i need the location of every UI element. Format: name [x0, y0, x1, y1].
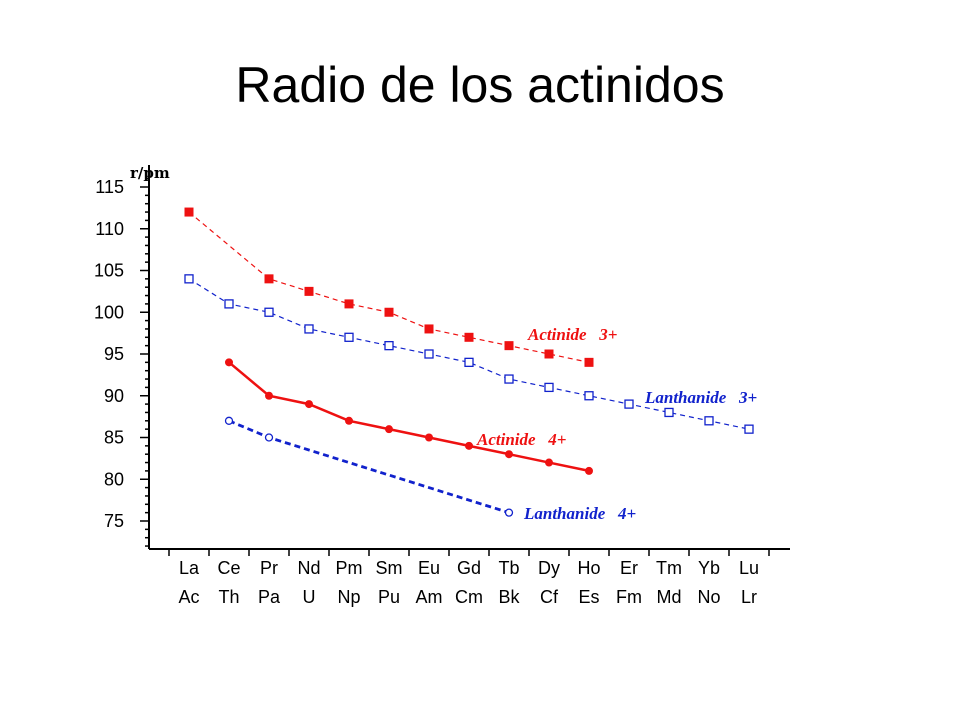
x-label-actinide: Th	[218, 587, 239, 607]
y-tick-label: 110	[95, 219, 124, 239]
data-point	[585, 466, 593, 475]
x-label-actinide: Md	[656, 587, 681, 607]
data-point	[584, 357, 594, 367]
x-label-lanthanide: Yb	[698, 558, 720, 578]
data-point	[344, 332, 354, 342]
x-label-actinide: Lr	[741, 587, 757, 607]
data-point	[704, 416, 714, 426]
series-line	[228, 361, 590, 473]
x-label-lanthanide: Tm	[656, 558, 682, 578]
data-point	[184, 207, 194, 217]
data-point	[304, 286, 314, 296]
x-label-lanthanide: Dy	[538, 558, 560, 578]
x-label-lanthanide: Pm	[336, 558, 363, 578]
data-point	[224, 299, 234, 309]
series-actinide-4	[225, 358, 593, 475]
x-label-actinide: Fm	[616, 587, 642, 607]
series-layer	[184, 207, 754, 517]
y-tick-label: 80	[104, 469, 124, 489]
series-actinide-3	[184, 207, 594, 367]
data-point	[424, 324, 434, 334]
data-point	[305, 400, 313, 409]
x-label-lanthanide: Ce	[217, 558, 240, 578]
data-point	[264, 274, 274, 284]
series-lanthanide-4	[224, 416, 514, 517]
data-point	[225, 358, 233, 367]
y-tick-label: 115	[95, 177, 124, 197]
series-label: Actinide 3+	[527, 325, 618, 344]
data-point	[465, 441, 473, 450]
series-label: Actinide 4+	[476, 430, 567, 449]
x-label-lanthanide: Pr	[260, 558, 278, 578]
x-label-lanthanide: Gd	[457, 558, 481, 578]
x-label-lanthanide: Sm	[376, 558, 403, 578]
data-point	[464, 332, 474, 342]
x-label-actinide: Es	[578, 587, 599, 607]
x-label-actinide: Am	[416, 587, 443, 607]
x-label-lanthanide: Nd	[297, 558, 320, 578]
y-tick-label: 90	[104, 386, 124, 406]
data-point	[344, 299, 354, 309]
data-point	[504, 374, 514, 384]
x-label-actinide: Pu	[378, 587, 400, 607]
x-label-lanthanide: Er	[620, 558, 638, 578]
x-label-actinide: Np	[337, 587, 360, 607]
series-label: Lanthanide 4+	[523, 504, 636, 523]
data-point	[384, 307, 394, 317]
x-label-actinide: Ac	[178, 587, 199, 607]
data-point	[464, 357, 474, 368]
y-tick-label: 85	[104, 428, 124, 448]
y-tick-label: 100	[94, 302, 124, 322]
data-point	[744, 424, 754, 434]
data-point	[504, 508, 514, 517]
x-label-lanthanide: Lu	[739, 558, 759, 578]
y-tick-label: 75	[104, 511, 124, 531]
data-point	[265, 391, 273, 400]
x-label-lanthanide: Tb	[498, 558, 519, 578]
y-tick-label: 105	[94, 261, 124, 281]
x-label-lanthanide: Ho	[577, 558, 600, 578]
data-point	[584, 391, 594, 401]
x-label-lanthanide: Eu	[418, 558, 440, 578]
x-label-actinide: No	[697, 587, 720, 607]
series-label: Lanthanide 3+	[644, 388, 757, 407]
data-point	[545, 458, 553, 467]
data-point	[304, 324, 314, 334]
data-point	[544, 349, 554, 359]
data-point	[424, 349, 434, 359]
x-label-actinide: U	[303, 587, 316, 607]
series-line	[188, 278, 750, 430]
data-point	[425, 433, 433, 442]
data-point	[504, 341, 514, 351]
chart-axes	[148, 165, 790, 550]
data-point	[345, 416, 353, 425]
series-labels: Actinide 3+ Lanthanide 3+ Actinide 4+ Lanth…	[476, 325, 757, 523]
data-point	[544, 382, 554, 393]
x-label-actinide: Pa	[258, 587, 281, 607]
y-tick-label: 95	[104, 344, 124, 364]
data-point	[664, 407, 674, 418]
x-label-actinide: Cm	[455, 587, 483, 607]
data-point	[184, 274, 194, 284]
slide-title: Radio de los actinidos	[235, 57, 725, 113]
data-point	[264, 307, 274, 317]
series-lanthanide-3	[184, 274, 754, 434]
y-ticks: 75 80 85 90 95 100 105 110 115	[94, 177, 149, 547]
x-label-actinide: Cf	[540, 587, 559, 607]
data-point	[224, 416, 234, 425]
x-label-lanthanide: La	[179, 558, 200, 578]
data-point	[264, 433, 274, 442]
x-label-actinide: Bk	[498, 587, 520, 607]
y-axis-unit-label: r/pm	[130, 164, 170, 182]
data-point	[624, 399, 634, 409]
data-point	[385, 425, 393, 434]
x-ticks: La Ce Pr Nd Pm Sm Eu Gd Tb Dy Ho Er Tm Yb Lu Ac Th Pa U Np P…	[168, 549, 770, 607]
data-point	[384, 340, 394, 351]
data-point	[505, 450, 513, 459]
